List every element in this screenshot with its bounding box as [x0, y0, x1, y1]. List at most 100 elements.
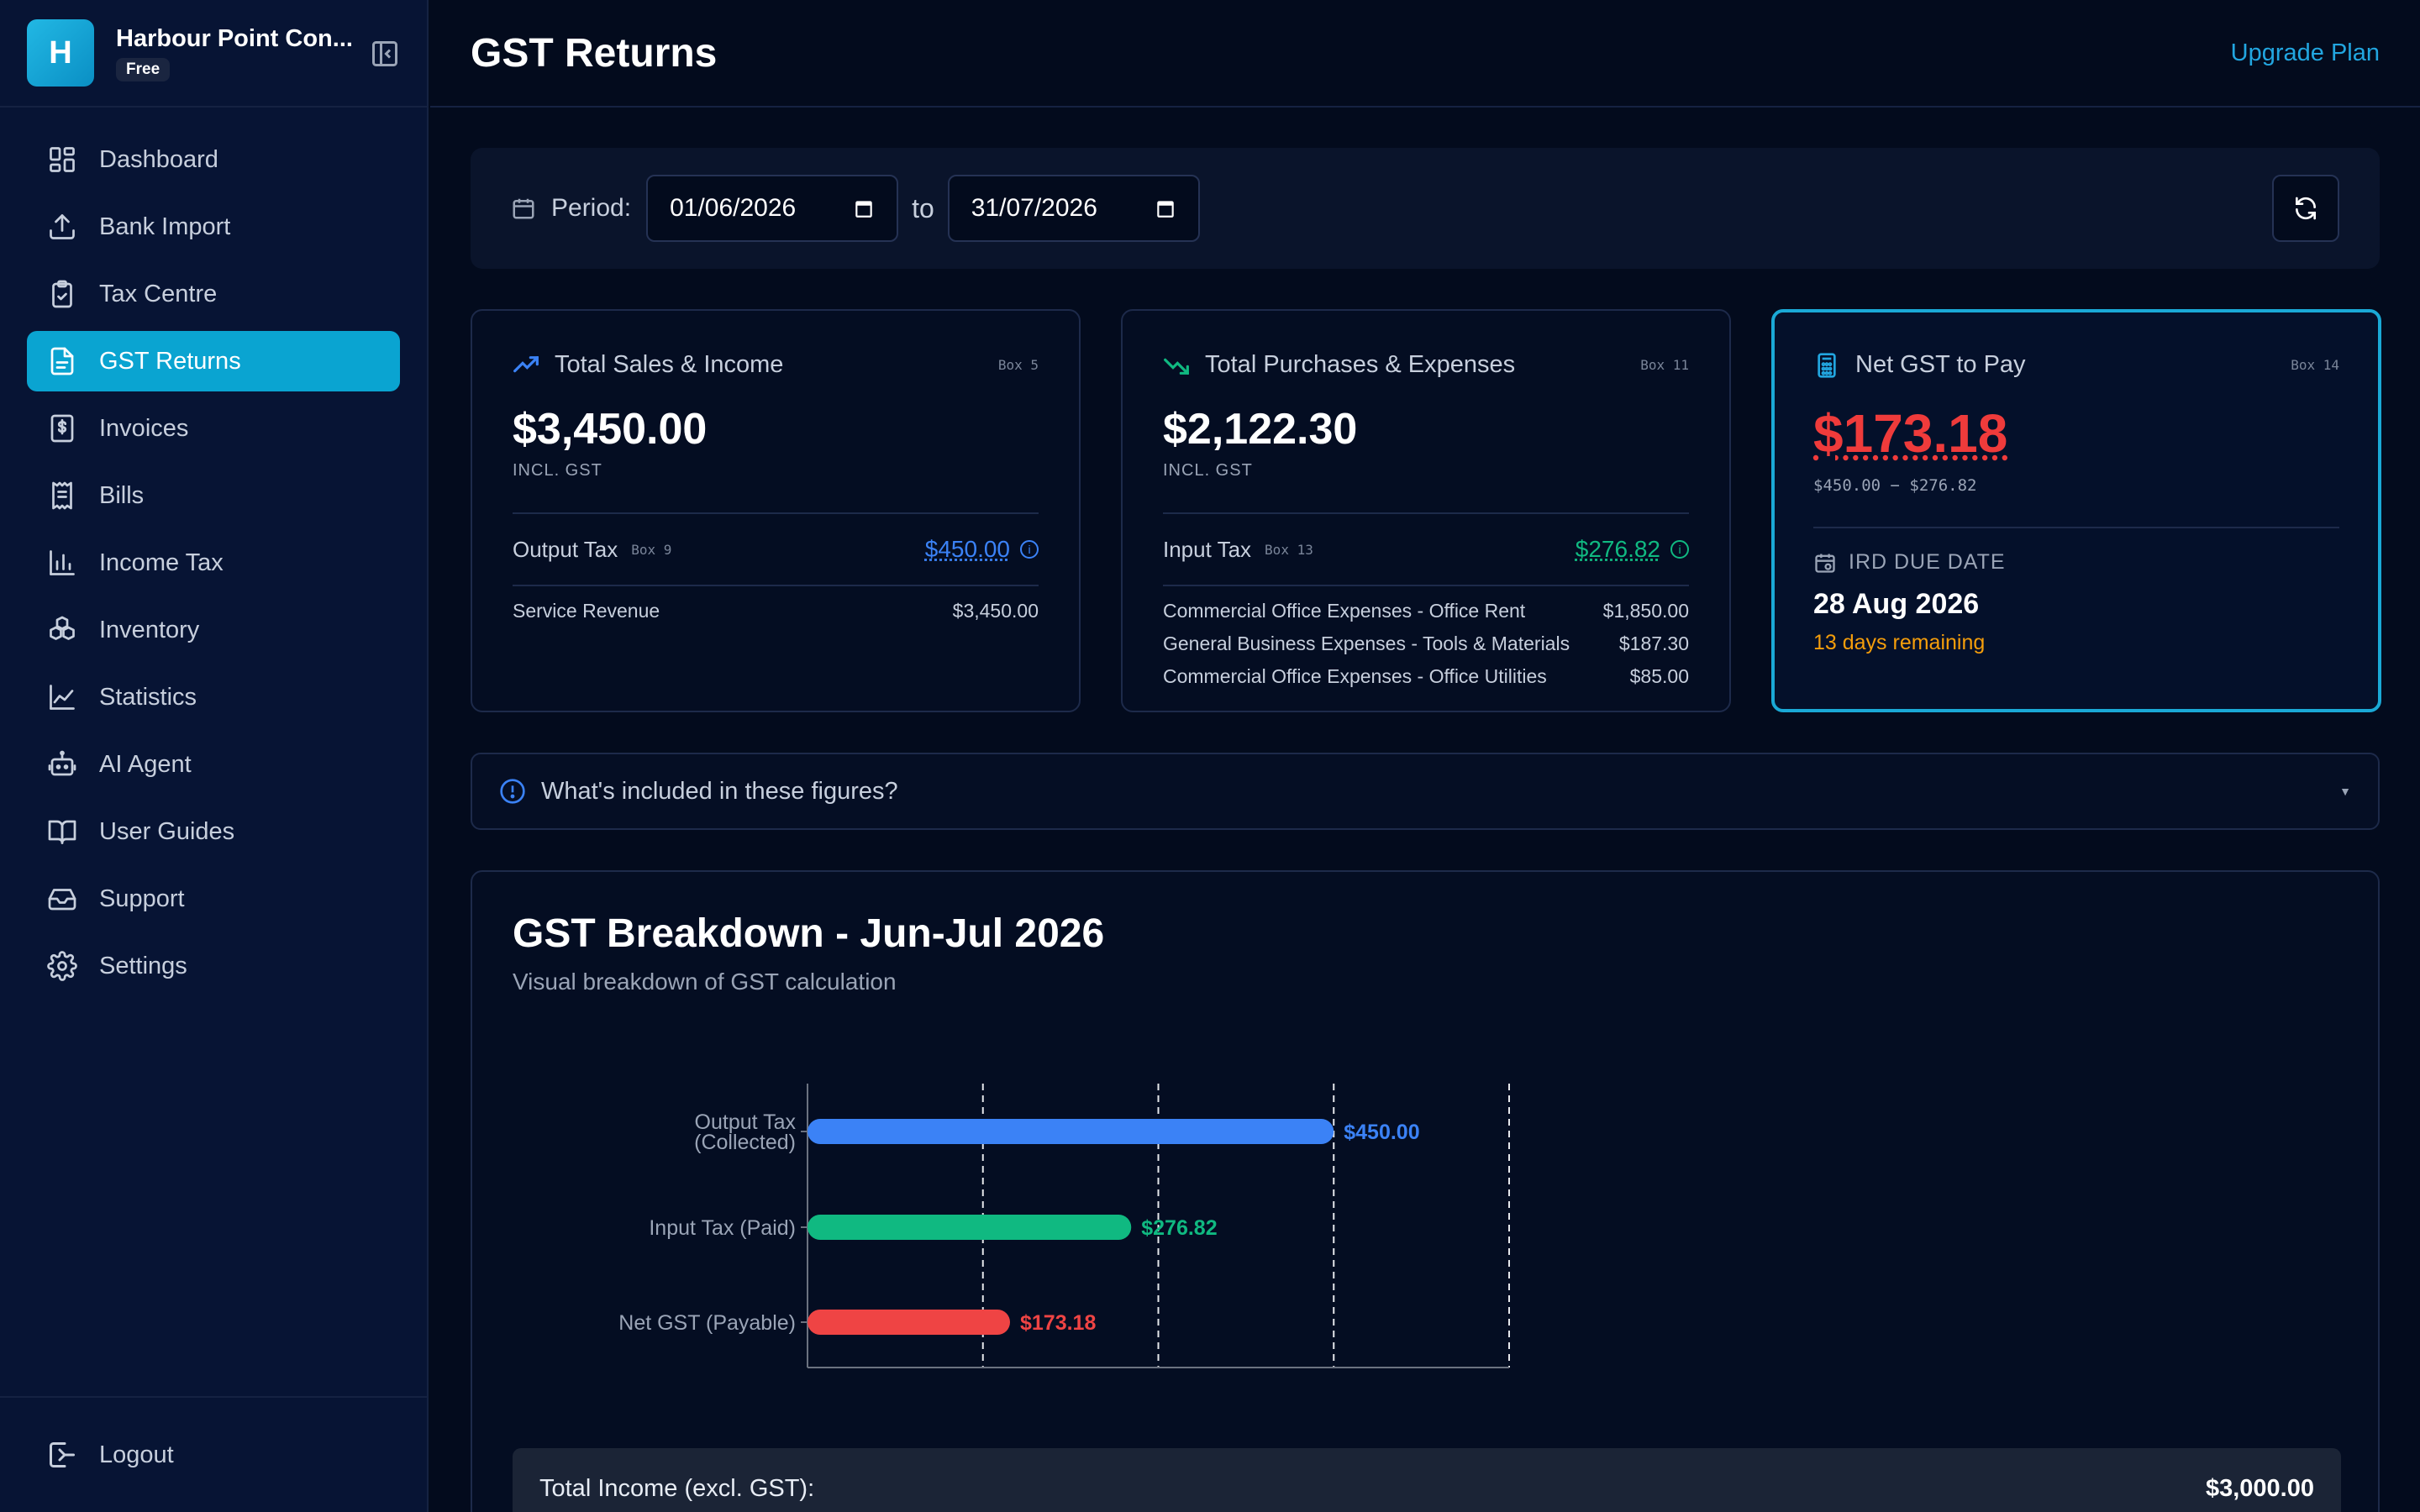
line-item-row: General Business Expenses - Tools & Mate…	[1163, 633, 1689, 655]
gst-breakdown-panel: GST Breakdown - Jun-Jul 2026 Visual brea…	[471, 870, 2380, 1512]
logout-button[interactable]: Logout	[27, 1425, 400, 1485]
refresh-button[interactable]	[2272, 175, 2339, 242]
line-item-value: $1,850.00	[1603, 600, 1689, 622]
sidebar-item-label: Bank Import	[99, 213, 230, 241]
upload-icon	[47, 212, 77, 242]
period-start-value: 01/06/2026	[670, 194, 796, 223]
sidebar-item-label: User Guides	[99, 818, 234, 846]
boxes-icon	[47, 615, 77, 645]
bar[interactable]	[808, 1310, 1010, 1335]
page-header: GST Returns Upgrade Plan	[430, 0, 2420, 108]
main-content: GST Returns Upgrade Plan Period: 01/06/2…	[430, 0, 2420, 1512]
data-label: $276.82	[1141, 1216, 1217, 1240]
sidebar-item-label: Settings	[99, 953, 187, 980]
sidebar-item-settings[interactable]: Settings	[27, 936, 400, 996]
sidebar-item-bank-import[interactable]: Bank Import	[27, 197, 400, 257]
net-gst-value[interactable]: $173.18	[1813, 402, 2339, 465]
sidebar: H Harbour Point Con... Free Dashboard Ban…	[0, 0, 429, 1512]
box-reference: Box 5	[998, 357, 1039, 373]
input-tax-value[interactable]: $276.82	[1576, 536, 1660, 563]
upgrade-plan-link[interactable]: Upgrade Plan	[2231, 39, 2380, 67]
calculator-icon	[1813, 352, 1840, 379]
chevron-down-icon: ▼	[2339, 785, 2351, 798]
incl-gst-label: INCL. GST	[1163, 461, 1689, 480]
document-icon	[47, 346, 77, 376]
brand-logo: H	[27, 19, 94, 87]
output-tax-value[interactable]: $450.00	[925, 536, 1010, 563]
line-item-label: Service Revenue	[513, 600, 660, 622]
net-gst-calculation: $450.00 − $276.82	[1813, 476, 2339, 495]
period-start-date-input[interactable]: 01/06/2026	[646, 175, 898, 242]
period-filter: Period: 01/06/2026 to 31/07/2026	[471, 148, 2380, 269]
dashboard-icon	[47, 144, 77, 175]
period-label: Period:	[551, 194, 631, 223]
period-to-label: to	[912, 193, 934, 224]
receipt-icon	[47, 480, 77, 511]
card-title: Total Sales & Income	[555, 351, 783, 379]
sidebar-item-income-tax[interactable]: Income Tax	[27, 533, 400, 593]
line-item-value: $85.00	[1630, 665, 1689, 688]
line-item-label: Commercial Office Expenses - Office Rent	[1163, 600, 1525, 622]
total-purchases-value: $2,122.30	[1163, 404, 1689, 454]
box-reference: Box 11	[1640, 357, 1689, 373]
card-title: Net GST to Pay	[1855, 351, 2026, 379]
plan-badge: Free	[116, 58, 170, 81]
data-label: $173.18	[1020, 1311, 1096, 1335]
line-item-row: Commercial Office Expenses - Office Rent…	[1163, 600, 1689, 622]
sidebar-item-label: Tax Centre	[99, 281, 217, 308]
info-icon[interactable]: i	[1670, 540, 1689, 559]
sidebar-item-inventory[interactable]: Inventory	[27, 600, 400, 660]
sidebar-item-label: Inventory	[99, 617, 199, 644]
line-item-value: $3,450.00	[953, 600, 1039, 622]
card-title: Total Purchases & Expenses	[1205, 351, 1515, 379]
total-income-value: $3,000.00	[2206, 1475, 2314, 1503]
data-label: $450.00	[1344, 1121, 1419, 1144]
figures-info-accordion[interactable]: What's included in these figures? ▼	[471, 753, 2380, 830]
total-income-row: Total Income (excl. GST): $3,000.00	[513, 1448, 2341, 1512]
sidebar-item-label: AI Agent	[99, 751, 192, 779]
clipboard-check-icon	[47, 279, 77, 309]
sidebar-item-invoices[interactable]: Invoices	[27, 398, 400, 459]
sidebar-item-label: Invoices	[99, 415, 188, 443]
breakdown-title: GST Breakdown - Jun-Jul 2026	[513, 911, 2338, 957]
page-title: GST Returns	[471, 30, 717, 76]
bar[interactable]	[808, 1119, 1334, 1144]
period-end-value: 31/07/2026	[971, 194, 1097, 223]
sidebar-item-label: Income Tax	[99, 549, 224, 577]
robot-icon	[47, 749, 77, 780]
sidebar-item-bills[interactable]: Bills	[27, 465, 400, 526]
calendar-icon	[511, 196, 536, 221]
organization-name[interactable]: Harbour Point Con...	[116, 25, 353, 53]
sidebar-item-label: Bills	[99, 482, 144, 510]
line-item-label: Commercial Office Expenses - Office Util…	[1163, 665, 1547, 688]
gear-icon	[47, 951, 77, 981]
line-item-row: Service Revenue $3,450.00	[513, 600, 1039, 622]
date-picker-icon[interactable]	[853, 197, 875, 219]
line-chart-icon	[47, 682, 77, 712]
sidebar-item-user-guides[interactable]: User Guides	[27, 801, 400, 862]
sales-income-card: Total Sales & Income Box 5 $3,450.00 INC…	[471, 309, 1081, 712]
logout-icon	[47, 1440, 77, 1470]
sidebar-item-gst-returns[interactable]: GST Returns	[27, 331, 400, 391]
category-label: Net GST (Payable)	[618, 1311, 796, 1335]
info-icon[interactable]: i	[1020, 540, 1039, 559]
sidebar-collapse-icon[interactable]	[370, 39, 400, 69]
bar[interactable]	[808, 1215, 1131, 1240]
line-item-label: General Business Expenses - Tools & Mate…	[1163, 633, 1570, 655]
date-picker-icon[interactable]	[1155, 197, 1176, 219]
sidebar-nav: Dashboard Bank Import Tax Centre GST Return…	[0, 108, 427, 996]
refresh-icon	[2292, 195, 2319, 222]
sidebar-item-dashboard[interactable]: Dashboard	[27, 129, 400, 190]
sidebar-item-statistics[interactable]: Statistics	[27, 667, 400, 727]
input-tax-label: Input Tax	[1163, 537, 1251, 563]
sidebar-item-support[interactable]: Support	[27, 869, 400, 929]
line-item-value: $187.30	[1619, 633, 1689, 655]
sidebar-item-tax-centre[interactable]: Tax Centre	[27, 264, 400, 324]
info-circle-icon	[499, 778, 526, 805]
sidebar-item-label: Dashboard	[99, 146, 218, 174]
sidebar-item-ai-agent[interactable]: AI Agent	[27, 734, 400, 795]
due-date-label: IRD DUE DATE	[1849, 550, 2006, 575]
period-end-date-input[interactable]: 31/07/2026	[948, 175, 1200, 242]
calendar-clock-icon	[1813, 551, 1837, 575]
sidebar-item-label: Statistics	[99, 684, 197, 711]
